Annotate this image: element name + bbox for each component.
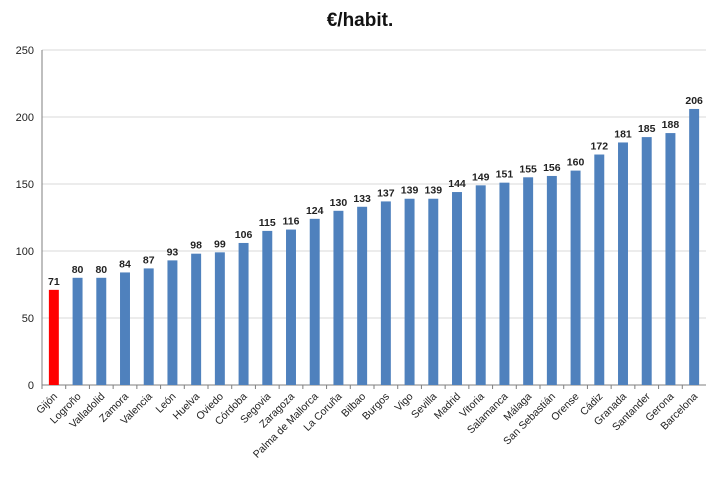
bar [618,142,628,385]
data-label: 185 [638,123,656,135]
data-label: 124 [306,205,324,217]
bar [191,253,202,385]
bar [238,242,249,385]
y-tick-label: 250 [16,45,34,57]
bar [167,260,178,385]
data-label: 93 [167,246,179,258]
data-label: 106 [235,229,253,241]
y-tick-label: 0 [28,380,34,392]
bar [380,201,391,385]
data-label: 144 [448,178,466,190]
data-label: 115 [259,217,276,229]
data-label: 156 [543,162,561,174]
data-label: 116 [283,216,300,228]
bar [214,252,225,385]
data-label: 160 [567,157,585,169]
bar [286,229,296,385]
bar [641,137,652,385]
data-label: 130 [330,197,348,209]
bar [689,108,700,386]
bar [309,218,320,385]
data-label: 206 [685,95,703,107]
bar [48,289,59,385]
y-tick-label: 200 [16,112,34,124]
chart-title: €/habit. [326,10,394,31]
bar [452,192,462,385]
data-label: 149 [472,171,490,183]
y-tick-label: 150 [16,179,34,191]
data-label: 188 [662,119,680,131]
bar [357,206,368,385]
bar [96,277,107,385]
bar [262,230,273,385]
bar [72,277,83,385]
category-label: Burgos [360,391,392,423]
bar [499,182,510,385]
category-label: Madrid [432,391,463,422]
data-label: 98 [190,240,202,252]
y-tick-label: 50 [22,313,34,325]
data-label: 99 [214,238,226,250]
data-label: 84 [119,258,131,270]
data-label: 133 [353,193,371,205]
bar [475,185,486,385]
data-label: 139 [401,185,419,197]
bar [594,154,605,385]
bar [523,177,534,385]
data-label: 80 [72,264,84,276]
data-label: 151 [496,169,514,181]
bar [333,210,344,385]
bar [428,198,439,385]
data-label: 87 [143,254,155,266]
data-label: 71 [48,276,60,288]
bar [120,272,130,385]
data-label: 181 [614,128,632,140]
data-label: 137 [377,187,395,199]
data-label: 172 [591,141,609,153]
bar [665,133,676,385]
bar [570,170,581,385]
bar [546,175,557,385]
data-label: 139 [425,185,443,197]
bar [404,198,415,385]
bar [143,268,154,385]
data-label: 155 [519,163,537,175]
data-label: 80 [95,264,107,276]
y-tick-label: 100 [16,246,34,258]
